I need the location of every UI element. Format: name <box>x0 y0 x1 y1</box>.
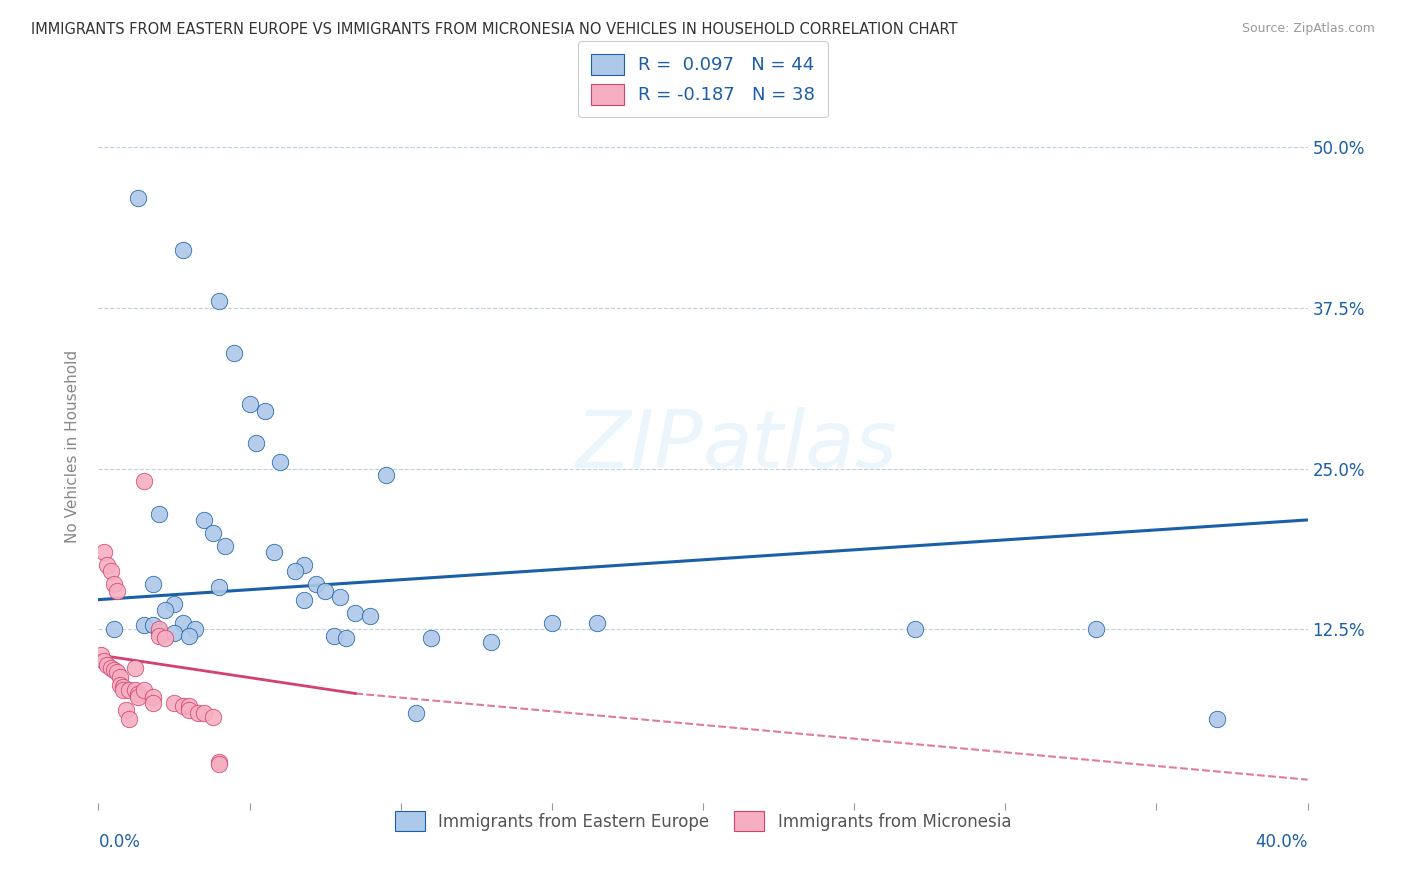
Text: ZIP: ZIP <box>575 407 703 485</box>
Point <box>193 513 215 527</box>
Point <box>360 609 382 624</box>
Text: 0.0%: 0.0% <box>98 833 141 851</box>
Point <box>163 597 186 611</box>
Point <box>904 622 927 636</box>
Point <box>179 629 201 643</box>
Point <box>118 712 141 726</box>
Point <box>90 648 112 662</box>
Text: IMMIGRANTS FROM EASTERN EUROPE VS IMMIGRANTS FROM MICRONESIA NO VEHICLES IN HOUS: IMMIGRANTS FROM EASTERN EUROPE VS IMMIGR… <box>31 22 957 37</box>
Point <box>208 755 231 769</box>
Point <box>163 696 186 710</box>
Point <box>93 545 115 559</box>
Point <box>111 680 134 694</box>
Point <box>132 618 155 632</box>
Point <box>208 757 231 772</box>
Point <box>142 696 165 710</box>
Point <box>335 631 357 645</box>
Point <box>329 590 352 604</box>
Point <box>269 455 291 469</box>
Point <box>127 686 149 700</box>
Point <box>127 690 149 705</box>
Point <box>184 622 207 636</box>
Point <box>193 706 215 720</box>
Y-axis label: No Vehicles in Household: No Vehicles in Household <box>65 350 80 542</box>
Point <box>1085 622 1108 636</box>
Point <box>93 654 115 668</box>
Point <box>108 677 131 691</box>
Point <box>540 615 562 630</box>
Point <box>96 658 118 673</box>
Point <box>179 703 201 717</box>
Point <box>202 709 225 723</box>
Point <box>214 539 236 553</box>
Point <box>100 661 122 675</box>
Point <box>179 699 201 714</box>
Point <box>153 631 176 645</box>
Point <box>103 577 125 591</box>
Point <box>344 606 367 620</box>
Legend: Immigrants from Eastern Europe, Immigrants from Micronesia: Immigrants from Eastern Europe, Immigran… <box>388 805 1018 838</box>
Text: 40.0%: 40.0% <box>1256 833 1308 851</box>
Point <box>142 690 165 705</box>
Text: Source: ZipAtlas.com: Source: ZipAtlas.com <box>1241 22 1375 36</box>
Point <box>253 403 276 417</box>
Point <box>132 682 155 697</box>
Point <box>586 615 609 630</box>
Point <box>405 706 427 720</box>
Point <box>202 525 225 540</box>
Point <box>374 467 396 482</box>
Point <box>148 624 170 639</box>
Point <box>103 622 125 636</box>
Point <box>105 583 128 598</box>
Point <box>127 192 149 206</box>
Point <box>124 661 146 675</box>
Point <box>245 435 267 450</box>
Point <box>142 577 165 591</box>
Point <box>208 580 231 594</box>
Point <box>1206 712 1229 726</box>
Point <box>292 558 315 572</box>
Point <box>172 615 194 630</box>
Point <box>239 397 262 411</box>
Point <box>420 631 443 645</box>
Point <box>208 294 231 309</box>
Point <box>305 577 328 591</box>
Text: atlas: atlas <box>703 407 898 485</box>
Point <box>108 670 131 684</box>
Point <box>103 664 125 678</box>
Point <box>172 243 194 257</box>
Point <box>263 545 285 559</box>
Point <box>124 682 146 697</box>
Point <box>100 565 122 579</box>
Point <box>163 626 186 640</box>
Point <box>142 618 165 632</box>
Point <box>292 592 315 607</box>
Point <box>148 507 170 521</box>
Point <box>323 629 346 643</box>
Point <box>111 682 134 697</box>
Point <box>172 699 194 714</box>
Point <box>148 622 170 636</box>
Point <box>153 603 176 617</box>
Point <box>132 475 155 489</box>
Point <box>118 682 141 697</box>
Point <box>314 583 336 598</box>
Point <box>187 706 209 720</box>
Point <box>284 565 307 579</box>
Point <box>114 703 136 717</box>
Point <box>105 665 128 679</box>
Point <box>224 345 246 359</box>
Point <box>148 629 170 643</box>
Point <box>481 635 503 649</box>
Point <box>96 558 118 572</box>
